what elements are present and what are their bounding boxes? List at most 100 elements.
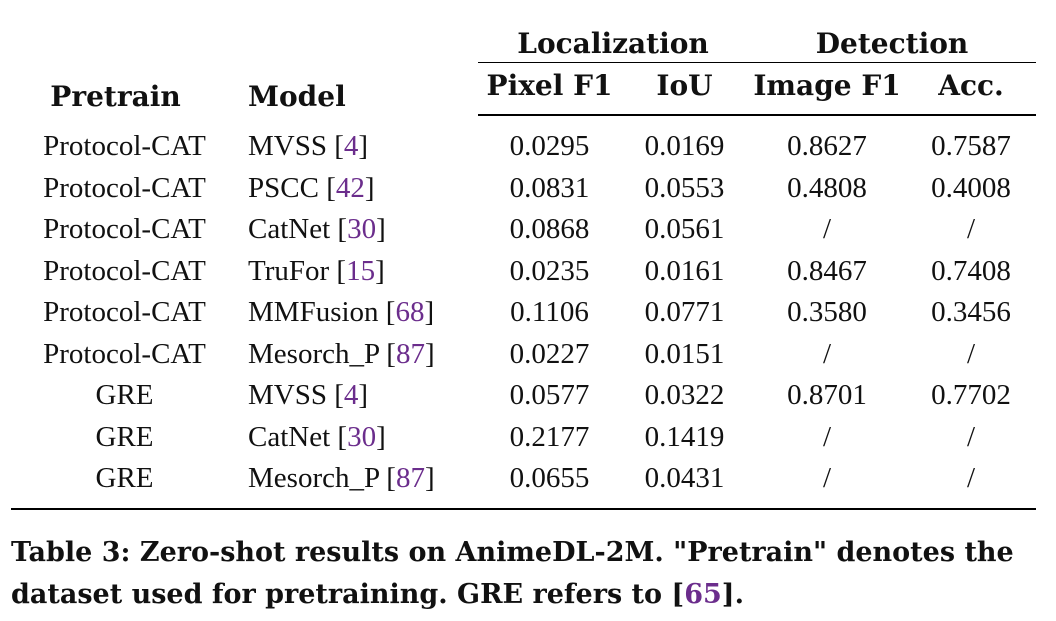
cell-pretrain: Protocol-CAT (43, 337, 206, 370)
table-row: Protocol-CAT Mesorch_P [87] 0.0227 0.0151 / / (11, 334, 1036, 376)
results-table-container: Pretrain Model Localization Detection Pi… (11, 6, 1037, 510)
cell-pixel-f1: 0.0831 (509, 171, 590, 204)
model-citation-link[interactable]: 42 (335, 171, 365, 204)
cell-acc: / (966, 213, 976, 246)
cell-image-f1: / (748, 458, 907, 510)
cell-model: CatNet [30] (238, 209, 478, 251)
cell-pretrain: Protocol-CAT (43, 213, 206, 246)
cell-model: MMFusion [68] (238, 292, 478, 334)
header-pixel-f1: Pixel F1 (478, 62, 621, 116)
cell-image-f1: / (822, 213, 832, 246)
model-name: Mesorch_P (248, 337, 380, 370)
cell-pretrain: Protocol-CAT (43, 129, 206, 162)
citation-bracket-close: ] (375, 254, 385, 287)
citation-bracket-close: ] (376, 213, 386, 246)
model-citation-link[interactable]: 4 (343, 379, 359, 412)
cell-iou: 0.0322 (644, 379, 725, 412)
cell-pretrain: Protocol-CAT (43, 171, 206, 204)
header-image-f1: Image F1 (748, 62, 907, 116)
citation-bracket-close: ] (358, 129, 369, 162)
model-name: MVSS (248, 129, 327, 162)
table-row: Protocol-CAT MMFusion [68] 0.1106 0.0771 0.3… (11, 292, 1036, 334)
table-row: GRE CatNet [30] 0.2177 0.1419 / / (11, 417, 1036, 459)
cell-pixel-f1: 0.1106 (510, 296, 589, 329)
cell-pretrain: GRE (11, 458, 238, 510)
model-name: MVSS (248, 379, 327, 412)
table-row: Protocol-CAT TruFor [15] 0.0235 0.0161 0.846… (11, 251, 1036, 293)
model-citation-link[interactable]: 87 (395, 337, 425, 370)
header-pretrain: Pretrain (50, 80, 181, 113)
cell-image-f1: / (822, 420, 832, 453)
table-header: Pretrain Model Localization Detection Pi… (11, 6, 1037, 116)
caption-text-end: ]. (721, 579, 744, 610)
citation-bracket-open: [ (337, 420, 348, 453)
cell-iou: 0.0431 (621, 458, 749, 510)
cell-pretrain: Protocol-CAT (43, 296, 206, 329)
cell-image-f1: 0.8701 (787, 379, 867, 412)
model-citation-link[interactable]: 4 (343, 129, 359, 162)
cell-model: Mesorch_P [87] (238, 458, 478, 510)
citation-bracket-open: [ (385, 296, 396, 329)
cell-image-f1: 0.8467 (787, 254, 867, 287)
model-name: MMFusion (248, 296, 379, 329)
citation-bracket-open: [ (336, 254, 347, 287)
model-citation-link[interactable]: 15 (346, 254, 376, 287)
cell-iou: 0.0169 (644, 130, 725, 163)
model-citation-link[interactable]: 87 (395, 462, 425, 495)
table-row: GRE Mesorch_P [87] 0.0655 0.0431// (11, 458, 1037, 510)
cell-iou: 0.0161 (644, 254, 725, 287)
cell-iou: 0.0553 (644, 171, 725, 204)
header-localization: Localization (478, 6, 749, 63)
header-detection-label: Detection (815, 27, 969, 60)
cell-pixel-f1: 0.0577 (509, 379, 590, 412)
table-row: Protocol-CAT CatNet [30] 0.0868 0.0561 / / (11, 209, 1036, 251)
cell-iou: 0.1419 (644, 420, 725, 453)
citation-bracket-close: ] (424, 296, 435, 329)
cell-pretrain: GRE (95, 379, 154, 412)
model-name: CatNet (248, 420, 331, 453)
citation-bracket-close: ] (424, 462, 435, 495)
model-citation-link[interactable]: 30 (347, 420, 377, 453)
model-name: CatNet (248, 213, 331, 246)
citation-bracket-close: ] (364, 171, 375, 204)
table-row: Protocol-CAT PSCC [42] 0.0831 0.0553 0.4808 0… (11, 168, 1036, 210)
header-detection: Detection (748, 6, 1037, 63)
cell-model: MVSS [4] (238, 115, 478, 168)
cell-image-f1: 0.8627 (787, 130, 867, 163)
model-name: Mesorch_P (248, 462, 380, 495)
model-citation-link[interactable]: 68 (395, 296, 425, 329)
model-name: PSCC (248, 171, 319, 204)
cell-acc: 0.7702 (931, 379, 1011, 412)
cell-pixel-f1: 0.0235 (509, 254, 590, 287)
model-name: TruFor (248, 254, 330, 287)
header-localization-label: Localization (517, 27, 709, 60)
model-citation-link[interactable]: 30 (347, 213, 377, 246)
cell-pretrain: GRE (95, 420, 154, 453)
table-body: Protocol-CAT MVSS [4] 0.0295 0.0169 0.8627 0.… (11, 115, 1037, 510)
header-iou: IoU (621, 62, 749, 116)
cell-acc: 0.7408 (931, 254, 1011, 287)
cell-image-f1: 0.3580 (787, 296, 867, 329)
cell-model: PSCC [42] (238, 168, 478, 210)
table-caption: Table 3: Zero-shot results on AnimeDL-2M… (11, 532, 1041, 616)
cell-acc: 0.4008 (931, 171, 1011, 204)
citation-bracket-open: [ (334, 379, 344, 412)
citation-bracket-close: ] (358, 379, 369, 412)
cell-model: CatNet [30] (238, 417, 478, 459)
cell-image-f1: / (822, 337, 832, 370)
citation-bracket-open: [ (386, 462, 396, 495)
caption-citation-link[interactable]: 65 (684, 579, 722, 610)
citation-bracket-open: [ (337, 213, 348, 246)
cell-acc: / (966, 337, 976, 370)
header-model: Model (248, 80, 346, 113)
cell-pixel-f1: 0.2177 (509, 420, 590, 453)
cell-acc: 0.7587 (931, 130, 1011, 163)
table-row: Protocol-CAT MVSS [4] 0.0295 0.0169 0.8627 0.… (11, 115, 1036, 168)
cell-pixel-f1: 0.0295 (509, 130, 590, 163)
table-row: GRE MVSS [4] 0.0577 0.0322 0.8701 0.7702 (11, 375, 1036, 417)
citation-bracket-open: [ (326, 171, 336, 204)
cell-acc: 0.3456 (931, 296, 1011, 329)
cell-pixel-f1: 0.0655 (478, 458, 621, 510)
citation-bracket-open: [ (334, 129, 344, 162)
header-acc: Acc. (906, 62, 1037, 116)
